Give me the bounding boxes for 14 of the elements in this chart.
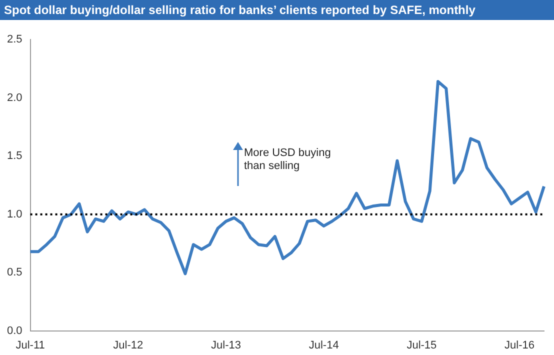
annotation: More USD buying than selling (244, 147, 332, 173)
y-tick-label: 1.0 (6, 208, 22, 220)
x-tick-label: Jul-14 (308, 339, 339, 352)
x-tick-label: Jul-12 (113, 339, 144, 352)
x-tick-label: Jul-11 (16, 339, 45, 352)
y-tick-label: 1.5 (6, 150, 22, 162)
y-tick-label: 2.5 (6, 34, 22, 46)
x-tick-label: Jul-16 (504, 339, 535, 352)
chart-title: Spot dollar buying/dollar selling ratio for banks’ clients reported by SAFE, monthly (0, 0, 554, 20)
y-tick-label: 2.0 (6, 92, 22, 104)
y-tick-label: 0.0 (6, 324, 22, 337)
y-tick-label: 0.5 (6, 266, 22, 279)
x-tick-label: Jul-13 (211, 339, 241, 352)
x-tick-label: Jul-15 (406, 339, 437, 352)
